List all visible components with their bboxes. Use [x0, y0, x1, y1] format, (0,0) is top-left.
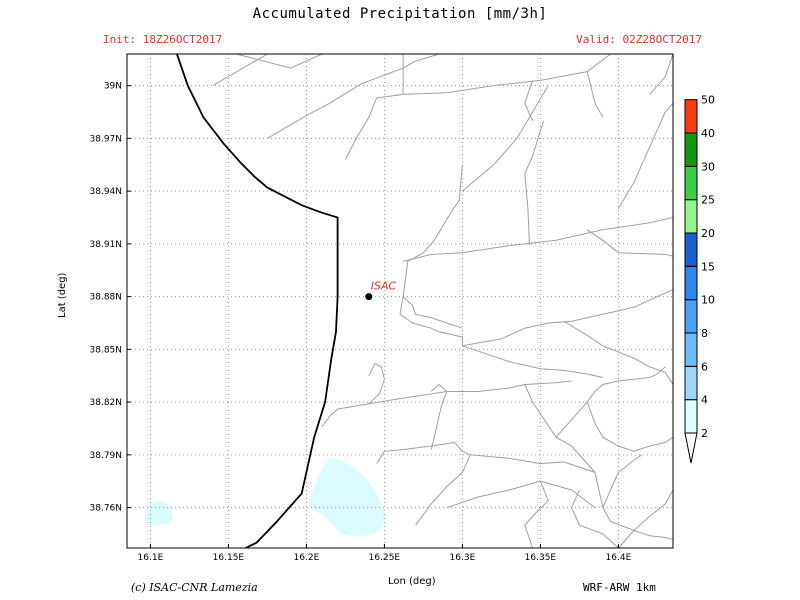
y-tick-label-1: 38.97N	[90, 134, 123, 144]
boundary-line-8	[617, 102, 673, 209]
x-tick-label-1: 16.15E	[213, 553, 245, 563]
y-axis-label: Lat (deg)	[57, 272, 68, 318]
colorbar-segment-3	[684, 299, 698, 334]
init-time: Init: 18Z26OCT2017	[103, 33, 223, 46]
station-marker	[365, 293, 373, 301]
model-label: WRF-ARW 1km	[583, 581, 656, 594]
x-tick-label-0: 16.1E	[138, 553, 164, 563]
boundary-line-32	[415, 454, 471, 526]
boundary-line-28	[446, 480, 596, 509]
colorbar-segment-9	[684, 99, 698, 134]
colorbar-lower-tip	[684, 432, 698, 464]
boundary-line-1	[236, 54, 323, 69]
colorbar-segment-7	[684, 165, 698, 201]
colorbar-segment-4	[684, 265, 698, 301]
boundary-line-30	[571, 489, 619, 548]
colorbar-label-5: 15	[701, 260, 715, 273]
precip-area-0	[309, 458, 385, 536]
boundary-line-17	[462, 345, 603, 378]
boundary-line-11	[402, 217, 673, 262]
boundary-line-9	[462, 85, 549, 192]
boundary-line-31	[618, 489, 673, 548]
chart-title: Accumulated Precipitation [mm/3h]	[252, 6, 548, 22]
boundary-line-27	[540, 461, 596, 473]
boundary-line-26	[376, 441, 541, 465]
plot-frame	[126, 53, 674, 549]
boundary-line-23	[555, 366, 666, 438]
credit-label: (c) ISAC-CNR Lamezia	[131, 581, 258, 594]
y-tick-label-0: 39N	[104, 82, 122, 92]
boundary-line-2	[267, 54, 440, 139]
boundary-line-21	[430, 383, 448, 450]
colorbar-label-7: 25	[701, 194, 715, 207]
colorbar-label-6: 20	[701, 227, 715, 240]
colorbar-label-4: 10	[701, 294, 715, 307]
boundary-line-14	[399, 296, 463, 346]
colorbar-label-0: 2	[701, 427, 708, 440]
boundary-line-16	[462, 289, 673, 347]
colorbar-label-1: 4	[701, 394, 708, 407]
colorbar-segment-5	[684, 232, 698, 267]
boundary-line-12	[524, 120, 544, 246]
colorbar-segment-6	[684, 199, 698, 234]
colorbar-label-10: 50	[701, 94, 715, 107]
boundary-line-0	[212, 54, 268, 87]
x-tick-label-4: 16.3E	[450, 553, 476, 563]
colorbar-label-3: 8	[701, 327, 708, 340]
boundary-line-34	[602, 507, 673, 540]
x-tick-label-3: 16.25E	[369, 553, 401, 563]
y-tick-label-5: 38.85N	[90, 345, 123, 355]
boundary-line-22	[524, 384, 604, 508]
boundary-line-13	[586, 229, 673, 257]
boundary-line-24	[586, 401, 635, 452]
boundary-line-25	[602, 454, 643, 508]
x-tick-label-5: 16.35E	[525, 553, 557, 563]
coastline	[176, 54, 339, 548]
boundary-line-15	[402, 296, 463, 329]
x-tick-label-2: 16.2E	[294, 553, 320, 563]
y-tick-label-2: 38.94N	[90, 187, 123, 197]
y-tick-label-7: 38.79N	[90, 451, 123, 461]
colorbar-segment-0	[684, 399, 698, 434]
valid-time: Valid: 02Z28OCT2017	[576, 33, 702, 46]
y-tick-label-4: 38.88N	[90, 293, 123, 303]
y-tick-label-8: 38.76N	[90, 504, 123, 514]
boundary-line-3	[344, 54, 404, 160]
colorbar-label-8: 30	[701, 160, 715, 173]
boundary-line-10	[402, 164, 463, 297]
y-tick-label-3: 38.91N	[90, 240, 123, 250]
boundary-line-18	[563, 320, 673, 385]
boundary-line-7	[649, 54, 673, 95]
colorbar-segment-2	[684, 332, 698, 367]
colorbar-segment-8	[684, 132, 698, 167]
precip-area-1	[144, 500, 174, 526]
colorbar-segment-1	[684, 365, 698, 401]
colorbar-label-9: 40	[701, 127, 715, 140]
boundary-line-4	[403, 54, 611, 95]
y-tick-label-6: 38.82N	[90, 398, 123, 408]
x-axis-label: Lon (deg)	[388, 576, 436, 587]
boundary-line-33	[633, 436, 673, 452]
colorbar-label-2: 6	[701, 360, 708, 373]
boundary-line-6	[586, 71, 604, 118]
boundary-line-5	[524, 80, 534, 122]
station-label: ISAC	[371, 280, 397, 293]
x-tick-label-6: 16.4E	[606, 553, 632, 563]
boundary-line-29	[524, 481, 549, 548]
boundary-line-19	[368, 362, 385, 405]
